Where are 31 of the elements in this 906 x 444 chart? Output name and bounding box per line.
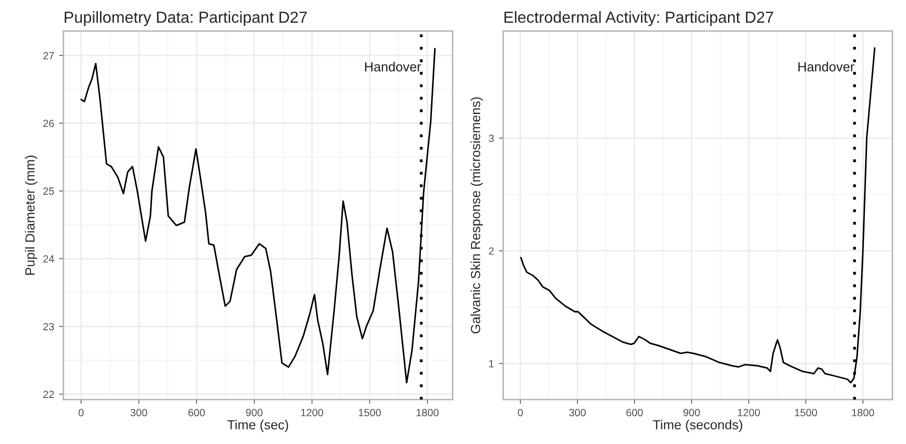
x-tick-label: 1800: [416, 408, 439, 416]
x-tick-label: 600: [188, 408, 205, 416]
chart-title: Electrodermal Activity: Participant D27: [504, 11, 774, 26]
y-tick-label: 26: [43, 120, 54, 128]
y-tick-label: 25: [43, 187, 54, 195]
x-tick-label: 1800: [852, 408, 874, 416]
y-tick-label: 3: [488, 134, 494, 142]
y-tick-label: 23: [43, 322, 54, 330]
y-tick-label: 1: [489, 360, 494, 368]
y-tick-label: 27: [43, 52, 54, 60]
x-tick-label: 300: [569, 408, 586, 416]
ref-line-label: Handover: [798, 62, 854, 72]
x-axis-title: Time (sec): [227, 420, 288, 432]
x-tick-label: 900: [246, 408, 263, 416]
y-tick-label: 24: [43, 255, 54, 262]
x-tick-label: 900: [683, 408, 700, 416]
y-axis-title: Pupil Diameter (mm): [24, 156, 38, 275]
ref-line-label: Handover: [365, 62, 422, 72]
y-axis-title: Galvanic Skin Response (microsiemens): [470, 97, 483, 334]
x-tick-label: 1500: [358, 408, 381, 416]
x-tick-label: 600: [626, 408, 643, 416]
x-tick-label: 300: [130, 408, 148, 416]
y-tick-label: 2: [488, 247, 494, 255]
chart-title: Pupillometry Data: Participant D27: [64, 11, 307, 26]
x-tick-label: 0: [518, 408, 523, 416]
y-tick-label: 22: [43, 390, 54, 398]
x-tick-label: 1500: [795, 408, 817, 416]
x-tick-label: 1200: [738, 408, 760, 416]
x-tick-label: 0: [78, 408, 84, 416]
x-axis-title: Time (seconds): [652, 420, 742, 432]
x-tick-label: 1200: [301, 408, 324, 416]
